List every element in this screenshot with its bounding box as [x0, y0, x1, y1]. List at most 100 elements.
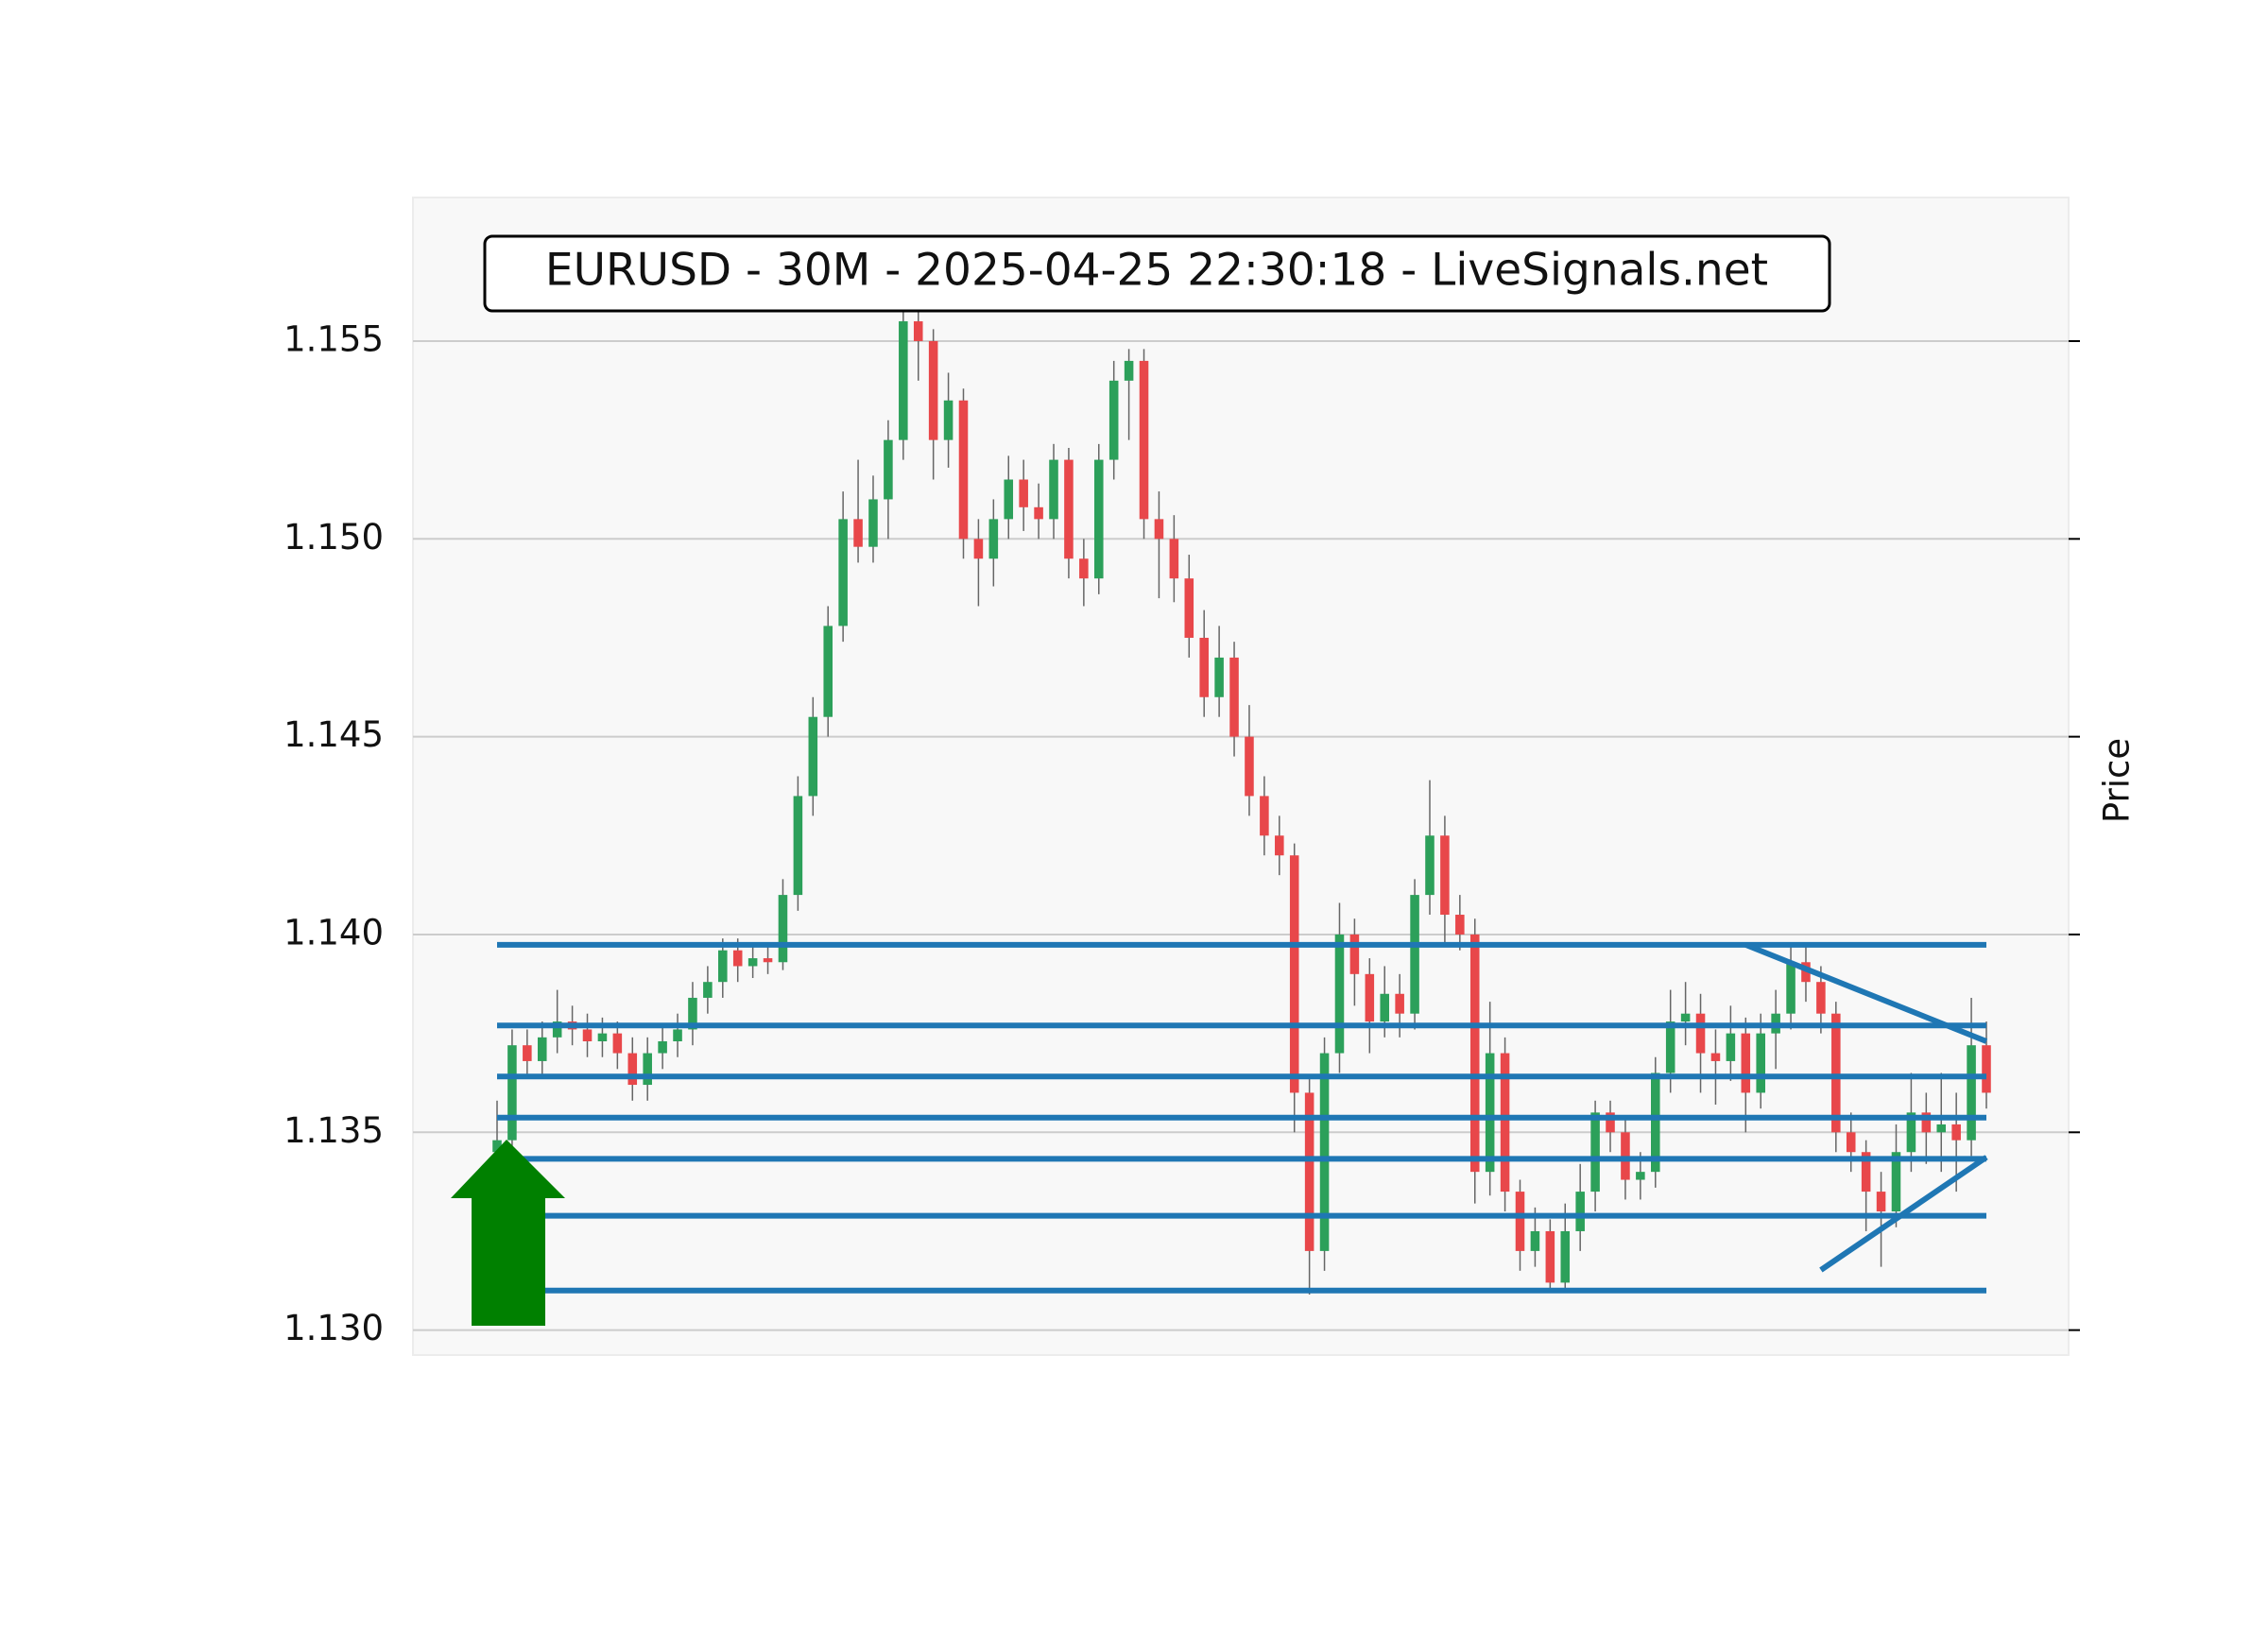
- candle-body: [1049, 459, 1058, 520]
- candle-body: [928, 340, 938, 440]
- candle-body: [1334, 934, 1345, 1054]
- candle-body: [688, 997, 697, 1030]
- candle-body: [1275, 835, 1284, 856]
- candle-body: [1410, 895, 1419, 1014]
- candle-body: [1425, 835, 1435, 896]
- y-tick-label: 1.145: [284, 714, 384, 755]
- candle-body: [1500, 1053, 1510, 1192]
- y-tick-label: 1.140: [284, 912, 384, 952]
- candle-body: [1816, 982, 1826, 1014]
- candle-body: [1726, 1033, 1736, 1061]
- candle-body: [1079, 558, 1089, 579]
- candle-body: [1651, 1072, 1660, 1173]
- candle-body: [1876, 1192, 1886, 1212]
- candle-body: [492, 1140, 502, 1153]
- candle-body: [1831, 1013, 1841, 1133]
- candle-body: [1380, 993, 1390, 1022]
- candle-body: [838, 519, 848, 626]
- candle-body: [1469, 934, 1480, 1173]
- candle-body: [507, 1045, 517, 1141]
- y-tick-label: 1.130: [284, 1308, 384, 1348]
- candle-body: [612, 1033, 623, 1054]
- candle-body: [658, 1041, 667, 1054]
- candle-body: [1485, 1053, 1495, 1173]
- candle-body: [1741, 1033, 1751, 1093]
- candle-body: [853, 519, 863, 547]
- candle-body: [1846, 1132, 1856, 1153]
- plot-area: [412, 197, 2070, 1356]
- candle-body: [913, 321, 923, 341]
- candle-body: [1395, 993, 1404, 1014]
- candle-body: [1184, 578, 1194, 638]
- candle-body: [718, 950, 728, 983]
- candle-body: [1154, 519, 1164, 540]
- candle-body: [778, 895, 788, 963]
- candle-body: [1665, 1021, 1675, 1073]
- candle-body: [973, 539, 984, 559]
- candle-body: [1214, 657, 1224, 697]
- candle-body: [1169, 539, 1179, 579]
- candle-body: [868, 499, 878, 547]
- candle-body: [958, 400, 969, 540]
- candle-body: [1756, 1033, 1765, 1093]
- candle-body: [582, 1029, 593, 1042]
- trend-line: [1819, 1155, 1988, 1273]
- candle-body: [1680, 1013, 1691, 1022]
- y-tick-label: 1.150: [284, 517, 384, 558]
- candle-body: [988, 519, 999, 559]
- candle-body: [1861, 1152, 1871, 1192]
- candle-body: [1199, 637, 1209, 697]
- y-tick-label: 1.135: [284, 1110, 384, 1151]
- candle-body: [1710, 1053, 1721, 1061]
- candle-body: [1349, 934, 1360, 974]
- candle-body: [627, 1053, 638, 1086]
- buy-signal-arrow: [451, 1140, 565, 1326]
- candle-body: [1967, 1045, 1976, 1141]
- candle-body: [1064, 459, 1074, 559]
- candle-body: [1936, 1124, 1947, 1133]
- candle-body: [1801, 962, 1811, 983]
- candle-body: [1695, 1013, 1706, 1054]
- candle-body: [1260, 796, 1269, 836]
- candle-body: [1891, 1152, 1901, 1212]
- candle-body: [793, 796, 803, 896]
- candle-body: [1365, 973, 1375, 1022]
- candle-body: [1921, 1112, 1932, 1133]
- candle-body: [1004, 479, 1014, 520]
- candle-body: [808, 716, 818, 797]
- candle-body: [1245, 736, 1254, 797]
- candle-body: [1575, 1192, 1585, 1231]
- candle-body: [899, 321, 908, 440]
- candle-body: [552, 1021, 562, 1038]
- grid: 1.130 1.135 1.140 1.145 1.150 1.155: [284, 318, 2080, 1348]
- trend-line: [1744, 942, 1988, 1044]
- candle-body: [1229, 657, 1239, 737]
- candle-body: [703, 982, 713, 998]
- candle-body: [1319, 1053, 1330, 1251]
- candle-body: [1108, 380, 1119, 460]
- candle-body: [1139, 360, 1149, 520]
- candle-body: [1906, 1112, 1916, 1153]
- candle-body: [1545, 1230, 1555, 1283]
- candle-body: [1124, 360, 1134, 381]
- candle-body: [747, 958, 758, 967]
- candle-body: [1440, 835, 1450, 916]
- candle-body: [1034, 506, 1043, 520]
- candle-body: [597, 1033, 608, 1042]
- candle-body: [1951, 1124, 1961, 1141]
- candle-body: [1606, 1112, 1615, 1133]
- candle-body: [1515, 1192, 1525, 1251]
- candle-body: [943, 400, 954, 440]
- candle-body: [884, 439, 893, 500]
- candle-body: [1455, 915, 1465, 935]
- candle-body: [763, 958, 773, 963]
- candle-body: [1530, 1230, 1540, 1251]
- candle-body: [643, 1053, 652, 1086]
- candle-body: [1786, 962, 1796, 1014]
- chart-title: EURUSD - 30M - 2025-04-25 22:30:18 - Liv…: [545, 245, 1768, 297]
- candle-body: [1560, 1230, 1571, 1283]
- candle-body: [1636, 1172, 1645, 1180]
- marks: [492, 289, 1991, 1295]
- y-tick-label: 1.155: [284, 318, 384, 359]
